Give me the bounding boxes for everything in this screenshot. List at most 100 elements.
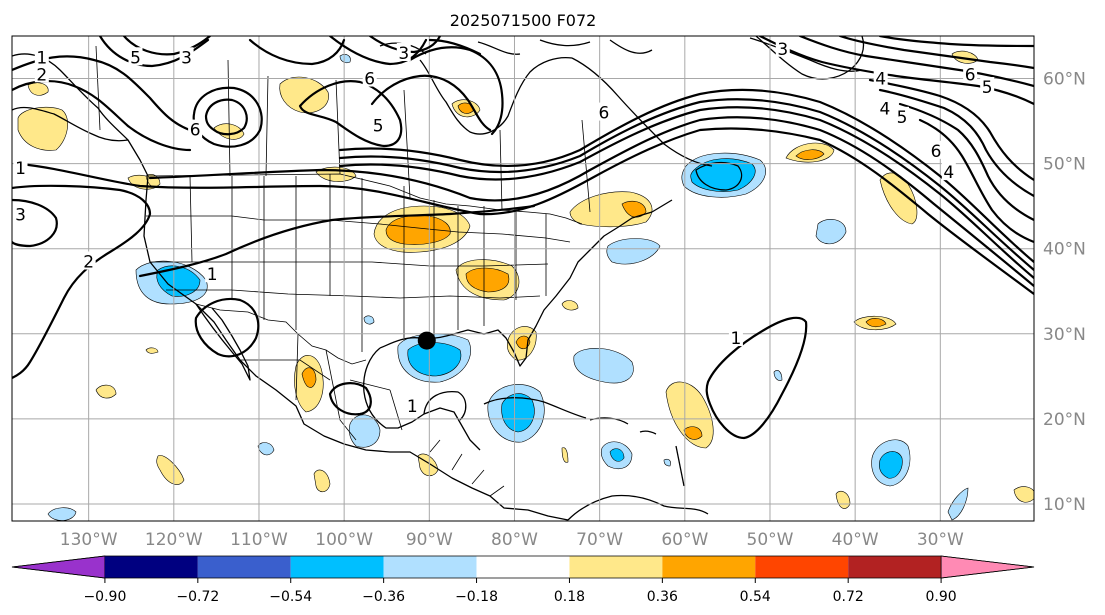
positive-anomaly-core — [621, 200, 647, 218]
contour-label-halo — [728, 328, 743, 347]
contour-line — [338, 98, 1034, 272]
colorbar-bin — [476, 556, 570, 578]
colorbar-bin — [848, 556, 942, 578]
contour-label-halo — [396, 43, 411, 62]
negative-anomaly-region — [573, 347, 634, 384]
positive-anomaly-region — [145, 347, 159, 354]
colorbar-tick-label: 0.90 — [926, 589, 957, 605]
longitude-tick-label: 100°W — [315, 530, 373, 550]
contour-label-halo — [13, 157, 28, 176]
contour-line — [328, 382, 372, 416]
contour-line — [148, 116, 1034, 288]
cuba — [483, 397, 587, 419]
contour-line — [868, 78, 1034, 182]
storm-center-icon — [417, 331, 436, 350]
colorbar-tick-label: 0.72 — [833, 589, 864, 605]
negative-anomaly-region — [815, 219, 847, 245]
contour-label: 6 — [190, 121, 201, 141]
storm-marker — [417, 331, 436, 350]
contour-label: 3 — [398, 44, 409, 64]
us-canada-border — [145, 173, 583, 225]
contour-label-halo — [81, 251, 96, 270]
contour-label-halo — [980, 77, 995, 96]
colorbar: −0.90 −0.72 −0.54 −0.36 −0.18 0.18 0.36 0.54 0.7… — [11, 555, 1035, 605]
positive-anomaly-region — [313, 469, 331, 493]
latitude-tick-label: 20°N — [1043, 410, 1086, 430]
contour-line — [338, 106, 1034, 280]
contour-label: 1 — [207, 265, 218, 285]
contour-label: 5 — [373, 116, 384, 136]
gulf-coast — [379, 199, 673, 367]
longitude-tick-label: 60°W — [661, 530, 708, 550]
map-frame — [11, 35, 1035, 522]
contour-label-halo — [894, 106, 909, 125]
contour-line — [428, 38, 482, 56]
latitude-tick-label: 30°N — [1043, 325, 1086, 345]
negative-anomaly-core — [501, 393, 535, 433]
alaska-coast — [12, 106, 129, 142]
negative-anomaly-region — [47, 507, 77, 521]
latitude-tick-label: 10°N — [1043, 495, 1086, 515]
positive-anomaly-core — [465, 267, 510, 293]
contour-line — [18, 127, 1034, 296]
puerto-rico — [639, 430, 657, 435]
contour-line — [878, 36, 1034, 48]
lesser-antilles — [675, 445, 685, 487]
contour-label: 6 — [931, 142, 942, 162]
contour-label-halo — [405, 396, 420, 415]
colorbar-bin — [662, 556, 756, 578]
positive-anomaly-core — [865, 318, 887, 328]
colorbar-tick-label: 0.18 — [554, 589, 585, 605]
colorbar-bin — [383, 556, 477, 578]
longitude-tick-label: 80°W — [491, 530, 538, 550]
negative-anomaly-region — [773, 370, 783, 381]
longitude-tick-label: 70°W — [576, 530, 623, 550]
contour-line — [898, 102, 1034, 222]
north-america-coastline — [12, 53, 569, 521]
colorbar-tick-label: 0.36 — [647, 589, 678, 605]
mexico-states — [240, 333, 403, 441]
contour-label-halo — [929, 140, 944, 159]
contour-line — [918, 118, 1034, 244]
contour-line — [248, 38, 346, 66]
contour-line — [12, 198, 58, 248]
negative-anomaly-region — [363, 315, 375, 325]
positive-anomaly-core — [301, 367, 317, 388]
contour-layer — [12, 36, 1034, 440]
colorbar-tick-label: −0.36 — [362, 589, 405, 605]
colorbar-bin — [755, 556, 849, 578]
longitude-tick-label: 110°W — [230, 530, 288, 550]
contour-label-halo — [34, 47, 49, 66]
negative-anomaly-region — [348, 414, 381, 448]
colorbar-tick-label: −0.54 — [269, 589, 312, 605]
colorbar-tick-label: −0.72 — [176, 589, 219, 605]
contour-label: 5 — [897, 108, 908, 128]
positive-anomaly-region — [1013, 486, 1034, 503]
contour-label: 2 — [83, 252, 94, 272]
south-america-north-coast — [567, 494, 709, 521]
positive-anomaly-region — [561, 447, 569, 463]
contour-label: 4 — [880, 99, 891, 119]
labrador-coast — [571, 57, 713, 167]
canadian-provinces — [227, 59, 591, 213]
negative-anomaly-region — [257, 442, 275, 456]
contour-line — [12, 184, 152, 380]
colorbar-tick-label: −0.18 — [455, 589, 498, 605]
latitude-tick-label: 40°N — [1043, 240, 1086, 260]
contour-label: 6 — [598, 104, 609, 124]
contour-label: 3 — [777, 40, 788, 60]
colorbar-over-triangle — [940, 555, 1035, 579]
negative-anomaly-core — [609, 448, 625, 462]
contour-label: 6 — [364, 70, 375, 90]
contour-label: 2 — [36, 65, 47, 85]
contour-label: 3 — [181, 48, 192, 68]
contour-line — [368, 36, 442, 54]
contour-line — [798, 36, 1034, 88]
contour-label-halo — [128, 47, 143, 66]
negative-anomaly-region — [339, 54, 351, 64]
colorbar-tick-label: −0.90 — [83, 589, 126, 605]
us-state-lines — [146, 174, 571, 352]
contour-line — [838, 36, 1034, 70]
contour-label-halo — [877, 98, 892, 117]
